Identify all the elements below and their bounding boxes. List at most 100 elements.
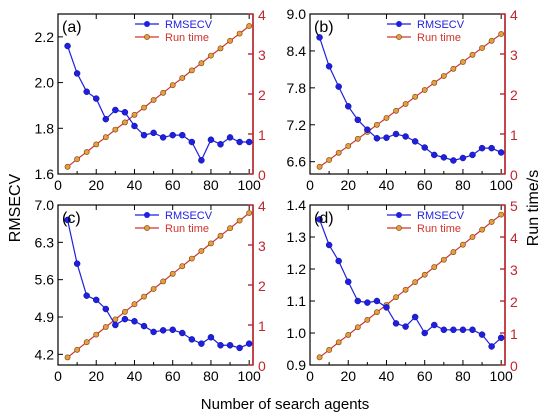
point-run-time: [383, 115, 390, 121]
y-tick-label-right: 4: [258, 7, 266, 23]
point-rmsecv: [497, 149, 505, 156]
point-run-time: [179, 263, 186, 270]
y-tick-label-left: 6.6: [287, 154, 307, 170]
point-rmsecv: [226, 342, 234, 349]
point-rmsecv: [169, 131, 176, 139]
point-run-time: [460, 241, 466, 248]
point-rmsecv: [335, 257, 342, 265]
point-rmsecv: [383, 134, 390, 141]
point-run-time: [326, 157, 333, 163]
point-run-time: [160, 278, 167, 285]
point-run-time: [316, 354, 323, 361]
y-tick-label-left: 1.3: [287, 229, 307, 245]
legend-marker-run-time: [396, 34, 402, 40]
y-tick-label-left: 9.0: [287, 6, 307, 22]
point-run-time: [402, 286, 409, 293]
point-rmsecv: [73, 260, 81, 267]
panel-label: (d): [314, 210, 334, 227]
y-tick-label-left: 7.8: [287, 80, 307, 96]
point-rmsecv: [497, 334, 505, 342]
point-rmsecv: [236, 344, 243, 352]
point-rmsecv: [102, 115, 110, 123]
point-rmsecv: [83, 88, 90, 95]
point-rmsecv: [226, 134, 234, 141]
point-rmsecv: [383, 304, 390, 311]
y-tick-label-left: 7.0: [35, 197, 55, 213]
y-tick-label-right: 0: [510, 358, 518, 374]
x-tick-label: 20: [88, 368, 104, 384]
point-rmsecv: [198, 157, 205, 164]
point-rmsecv: [411, 138, 419, 145]
legend-marker-run-time: [396, 225, 402, 231]
y-tick-label-left: 0.9: [287, 357, 307, 373]
point-run-time: [188, 255, 195, 262]
point-run-time: [198, 60, 205, 67]
point-run-time: [469, 234, 476, 240]
point-run-time: [208, 240, 214, 247]
point-rmsecv: [421, 144, 428, 151]
x-tick-label: 60: [417, 177, 433, 193]
point-rmsecv: [159, 134, 167, 141]
point-run-time: [460, 59, 466, 65]
x-tick-label: 0: [306, 177, 314, 193]
x-tick-label: 80: [203, 177, 219, 193]
point-run-time: [335, 339, 342, 346]
point-run-time: [227, 37, 233, 44]
y-tick-label-left: 2.2: [35, 29, 55, 45]
y-tick-label-left: 1.4: [287, 197, 307, 213]
x-tick-label: 0: [54, 177, 62, 193]
point-rmsecv: [392, 130, 400, 138]
y-axis-label-right: Run time/s: [525, 170, 542, 246]
point-rmsecv: [402, 133, 409, 140]
point-rmsecv: [364, 299, 371, 306]
point-rmsecv: [450, 157, 457, 164]
legend-marker-run-time: [144, 225, 150, 231]
point-run-time: [393, 107, 399, 114]
point-run-time: [374, 309, 380, 316]
point-rmsecv: [478, 144, 486, 152]
point-rmsecv: [431, 151, 438, 159]
point-run-time: [498, 211, 505, 218]
point-rmsecv: [402, 323, 409, 330]
y-tick-label-right: 3: [510, 262, 518, 278]
y-tick-label-left: 2.0: [35, 75, 55, 91]
point-rmsecv: [140, 131, 148, 139]
point-rmsecv: [335, 83, 342, 90]
point-run-time: [354, 135, 361, 142]
point-rmsecv: [488, 343, 495, 350]
y-tick-label-right: 2: [258, 278, 266, 294]
point-run-time: [74, 156, 81, 163]
legend-label-run-time: Run time: [165, 223, 209, 235]
y-tick-label-right: 2: [510, 294, 518, 310]
panel-label: (b): [314, 19, 334, 36]
point-rmsecv: [217, 141, 224, 148]
point-run-time: [217, 45, 224, 52]
y-tick-label-left: 5.6: [35, 272, 55, 288]
point-rmsecv: [488, 144, 495, 152]
point-run-time: [93, 331, 100, 338]
point-rmsecv: [478, 331, 486, 338]
y-tick-label-right: 1: [510, 127, 518, 143]
point-run-time: [102, 324, 109, 330]
y-tick-label-right: 1: [510, 326, 518, 342]
point-run-time: [450, 249, 457, 255]
legend-marker-run-time: [144, 34, 150, 40]
point-rmsecv: [217, 342, 224, 349]
point-run-time: [227, 225, 233, 232]
point-run-time: [150, 97, 157, 103]
y-tick-label-left: 8.4: [287, 43, 307, 59]
x-tick-label: 100: [489, 177, 513, 193]
legend-label-run-time: Run time: [165, 32, 209, 44]
point-rmsecv: [354, 116, 362, 124]
x-tick-label: 20: [340, 177, 356, 193]
point-rmsecv: [198, 340, 205, 347]
point-rmsecv: [92, 95, 100, 102]
point-run-time: [112, 126, 119, 133]
y-tick-label-right: 3: [510, 47, 518, 63]
point-run-time: [374, 121, 380, 128]
y-tick-label-left: 1.0: [287, 325, 307, 341]
legend-label-run-time: Run time: [417, 223, 461, 235]
point-run-time: [179, 75, 186, 81]
point-rmsecv: [188, 336, 196, 343]
y-tick-label-left: 6.3: [35, 234, 55, 250]
